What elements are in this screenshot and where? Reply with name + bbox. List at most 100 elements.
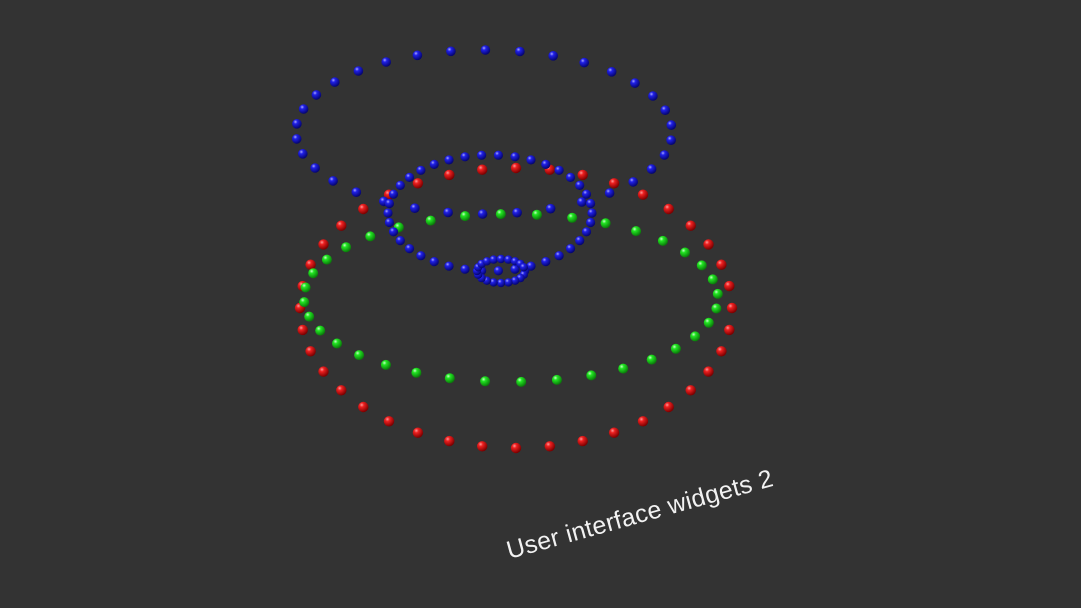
- blue-sphere: [444, 261, 454, 271]
- blue-small-ring: [472, 254, 530, 288]
- green-sphere: [341, 242, 352, 253]
- green-sphere: [308, 268, 319, 279]
- green-sphere: [380, 359, 391, 370]
- blue-sphere: [381, 57, 392, 67]
- green-sphere: [425, 215, 436, 226]
- blue-sphere: [493, 266, 503, 276]
- green-sphere: [551, 374, 562, 385]
- green-sphere: [631, 226, 642, 237]
- red-sphere: [544, 441, 555, 452]
- blue-sphere: [581, 227, 592, 237]
- blue-sphere: [416, 251, 426, 261]
- red-sphere: [412, 427, 424, 438]
- red-sphere: [608, 178, 620, 189]
- blue-sphere: [604, 188, 615, 198]
- green-sphere: [711, 303, 722, 314]
- blue-inner-ring: [383, 150, 597, 276]
- blue-sphere: [311, 90, 322, 100]
- blue-sphere: [606, 67, 617, 77]
- blue-sphere: [395, 180, 405, 190]
- blue-sphere: [460, 264, 470, 274]
- red-sphere: [318, 239, 329, 250]
- blue-sphere: [575, 236, 585, 246]
- green-sphere: [646, 354, 657, 365]
- blue-sphere: [646, 164, 657, 174]
- red-sphere: [724, 280, 735, 292]
- blue-sphere: [489, 278, 498, 287]
- blue-sphere: [429, 159, 439, 169]
- red-sphere: [444, 435, 455, 447]
- blue-sphere: [504, 278, 513, 287]
- blue-sphere: [410, 203, 420, 213]
- green-sphere: [531, 209, 542, 220]
- blue-sphere: [353, 66, 364, 76]
- blue-sphere: [510, 152, 520, 162]
- blue-sphere: [515, 46, 525, 57]
- blue-sphere: [412, 50, 423, 61]
- red-sphere: [637, 189, 649, 200]
- red-ring: [294, 162, 738, 454]
- green-sphere: [567, 212, 578, 223]
- blue-sphere: [291, 134, 302, 144]
- red-sphere: [724, 324, 735, 336]
- blue-sphere: [504, 255, 513, 264]
- green-sphere: [690, 331, 701, 342]
- red-sphere: [305, 259, 316, 270]
- blue-sphere: [429, 257, 439, 267]
- blue-sphere: [493, 150, 503, 160]
- blue-sphere: [548, 51, 558, 61]
- red-sphere: [297, 324, 308, 336]
- blue-sphere: [384, 217, 394, 228]
- blue-sphere: [443, 207, 453, 218]
- blue-sphere: [519, 263, 528, 272]
- green-sphere: [300, 282, 311, 293]
- red-sphere: [577, 169, 588, 181]
- red-sphere: [637, 416, 649, 427]
- blue-sphere: [496, 254, 506, 264]
- blue-sphere: [330, 77, 340, 87]
- blue-sphere: [310, 163, 320, 173]
- red-sphere: [510, 442, 522, 454]
- blue-sphere: [586, 217, 596, 228]
- green-sphere: [411, 367, 422, 378]
- blue-sphere: [512, 207, 522, 218]
- red-sphere: [685, 220, 696, 231]
- blue-sphere: [565, 172, 576, 182]
- blue-sphere: [388, 189, 399, 199]
- green-sphere: [703, 317, 714, 328]
- green-sphere: [670, 343, 681, 354]
- blue-sphere: [666, 120, 677, 130]
- red-sphere: [336, 220, 347, 231]
- blue-sphere: [541, 257, 551, 267]
- blue-sphere: [298, 104, 309, 114]
- blue-sphere: [666, 135, 676, 145]
- blue-sphere: [586, 198, 596, 209]
- green-sphere: [480, 376, 491, 387]
- red-sphere: [703, 366, 714, 377]
- red-sphere: [318, 366, 329, 377]
- red-sphere: [726, 302, 738, 314]
- blue-sphere: [526, 261, 536, 271]
- blue-sphere: [444, 155, 454, 165]
- blue-sphere: [351, 187, 362, 197]
- blue-sphere: [383, 208, 393, 218]
- blue-sphere: [554, 165, 564, 175]
- blue-sphere: [565, 244, 576, 254]
- blue-sphere: [660, 105, 670, 115]
- green-sphere: [495, 209, 506, 220]
- blue-sphere: [554, 251, 564, 261]
- blue-sphere: [404, 244, 415, 254]
- green-sphere: [332, 338, 342, 349]
- blue-sphere: [575, 180, 585, 190]
- red-sphere: [383, 416, 395, 427]
- blue-sphere: [460, 152, 470, 162]
- green-sphere: [304, 311, 315, 322]
- green-sphere: [444, 373, 455, 384]
- blue-sphere: [292, 119, 302, 129]
- red-sphere: [663, 203, 674, 215]
- green-sphere: [657, 235, 668, 246]
- green-sphere: [600, 218, 611, 229]
- blue-outer-ring: [291, 45, 677, 219]
